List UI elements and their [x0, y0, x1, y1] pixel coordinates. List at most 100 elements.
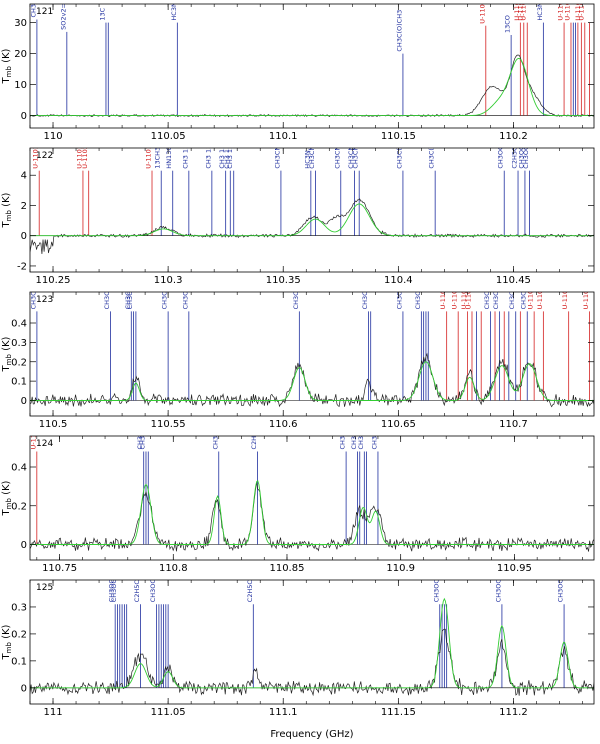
- panel-number: 123: [36, 295, 53, 305]
- plot-frame: [29, 147, 595, 273]
- line-label: U-110209: [478, 0, 486, 24]
- line-label: 13CO: [504, 15, 512, 33]
- line-label: U-110214: [557, 0, 565, 21]
- x-tick-label: 111.2: [499, 707, 528, 718]
- x-tick-label: 110.05: [151, 131, 186, 142]
- spectrum: [30, 480, 594, 552]
- line-label: CH3OCHO: [339, 416, 347, 449]
- line-label: CH3OCHO: [395, 276, 403, 309]
- y-tick-label: 0: [21, 540, 27, 551]
- line-label: CH3OCHO: [124, 276, 132, 309]
- spectrum: [30, 54, 594, 118]
- line-label: CH3OCHO: [350, 416, 358, 449]
- line-label: CH3OCHO: [138, 416, 146, 449]
- line-label: U-110265: [75, 137, 83, 169]
- line-label: U-110713: [536, 277, 544, 309]
- line-label: U-110243: [516, 0, 524, 21]
- y-tick-label: 30: [14, 18, 27, 29]
- line-label: U-110709: [527, 277, 535, 309]
- x-tick-label: 110.35: [266, 275, 301, 286]
- panel-123: CH3C(O)CH3 CH3OCHO CH3OCHO CH3OCHO CH3OCHO CH…: [1, 267, 595, 430]
- line-label: CH3OCHO: [149, 569, 157, 602]
- line-label: HC3N,v5=1/v7=3: [303, 111, 311, 169]
- line-label: CH3OCHO: [370, 416, 378, 449]
- line-label: CH3C(O)CH3: [29, 268, 37, 310]
- x-tick-label: 110: [43, 131, 62, 142]
- line-label: U-110266: [81, 137, 89, 169]
- line-label: CH3CN: [347, 146, 355, 169]
- model-spectrum: [30, 480, 594, 545]
- y-axis-label: Tmb (K): [1, 624, 13, 660]
- y-axis-label: Tmb (K): [1, 192, 13, 228]
- y-tick-label: 20: [14, 49, 27, 60]
- line-label: CH3CN,v8=1: [520, 267, 528, 310]
- x-axis-label: Frequency (GHz): [270, 729, 353, 740]
- x-tick-label: 110.5: [39, 419, 68, 430]
- x-tick-label: 110.6: [269, 419, 298, 430]
- line-label: CH3CN,v8=1: [483, 267, 491, 310]
- x-tick-label: 110.3: [154, 275, 183, 286]
- line-label: CH3OCHO: [414, 276, 422, 309]
- line-label: CH3CN: [333, 146, 341, 169]
- line-label: C2H5CN,v13=1: [246, 551, 254, 602]
- y-tick-label: 2: [21, 201, 27, 212]
- x-tick-label: 110.4: [384, 275, 413, 286]
- line-label: 13C: [98, 7, 106, 20]
- line-label: HN13CO: [165, 141, 173, 169]
- line-markers: CH3C(O)CH3 CH3OCHO CH3OCHO CH3OCHO CH3OCHO CH…: [29, 267, 590, 401]
- line-markers: CH3C(O)CH3 SO2v2=1 13C HC3N,v5=1/v7=3 CH3C(O…: [30, 0, 590, 116]
- x-tick-label: 111.15: [381, 707, 416, 718]
- line-label: CH3CN,v8=1: [492, 267, 500, 310]
- plot-frame: [29, 579, 595, 705]
- line-label: U-110229: [574, 0, 582, 21]
- panel-number: 124: [36, 439, 53, 449]
- line-label: CH3CN,v8=1: [361, 267, 369, 310]
- line-label: CH3OCHO: [494, 569, 502, 602]
- line-label: C2H5CN: [250, 422, 258, 449]
- line-label: CH3C(O)CH3: [395, 127, 403, 169]
- line-label: CH3CN: [352, 146, 360, 169]
- y-tick-label: 0.4: [11, 463, 27, 474]
- y-tick-label: 0.2: [11, 357, 27, 368]
- x-tick-label: 111.05: [151, 707, 186, 718]
- y-tick-label: 0.3: [11, 602, 27, 613]
- line-label: CH3C(O)CH3: [428, 127, 436, 169]
- line-label: CH3OCHO: [181, 276, 189, 309]
- line-label: U-110682: [464, 277, 472, 309]
- observed-spectrum: [30, 54, 594, 118]
- panel-number: 122: [36, 151, 53, 161]
- y-tick-label: -2: [17, 261, 27, 272]
- x-tick-label: 110.45: [496, 275, 531, 286]
- y-tick-label: 0: [21, 111, 27, 122]
- line-label: CH3OCHO: [108, 569, 116, 602]
- y-axis-label: Tmb (K): [1, 48, 13, 84]
- line-label: CH3CN,v8=1: [508, 267, 516, 310]
- x-tick-label: 110.1: [269, 131, 298, 142]
- observed-spectrum: [30, 628, 594, 697]
- line-label: CH3OCHO: [110, 569, 118, 602]
- x-tick-label: 110.55: [151, 419, 186, 430]
- panel-stack: CH3C(O)CH3 SO2v2=1 13C HC3N,v5=1/v7=3 CH3C(O…: [1, 0, 595, 718]
- line-label: CH3 13CN: [223, 135, 231, 168]
- line-label: CH3CN,v8=1: [292, 267, 300, 310]
- line-label: CH3 13CN: [218, 135, 226, 168]
- line-label: CH3 13CN: [226, 135, 234, 168]
- line-label: CH3OCHO: [557, 569, 565, 602]
- line-label: CH3 13CN: [181, 135, 189, 168]
- x-tick-label: 110.25: [36, 275, 71, 286]
- plot-frame: [29, 3, 595, 129]
- spectrum: [30, 352, 594, 408]
- panel-number: 125: [36, 583, 53, 593]
- observed-spectrum: [30, 482, 594, 552]
- line-label: C2H5OH: [511, 141, 519, 169]
- line-label: U-110246: [520, 0, 528, 21]
- line-label: CH3OCHO: [517, 135, 525, 168]
- line-label: CH3OCHO: [432, 569, 440, 602]
- line-label: U-110725: [561, 277, 569, 309]
- y-axis-label: Tmb (K): [1, 336, 13, 372]
- line-label: U-110245: [32, 137, 40, 169]
- plot-frame: [29, 435, 595, 561]
- y-tick-label: 0: [21, 231, 27, 242]
